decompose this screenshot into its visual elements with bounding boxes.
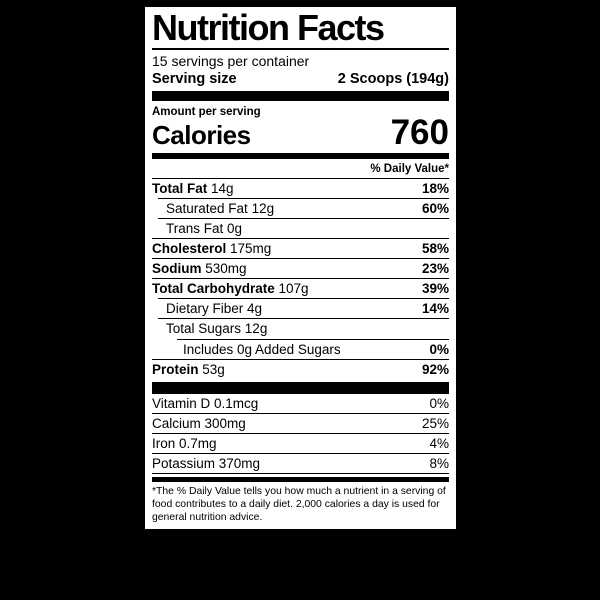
nutrient-amount: 0.1mcg [210,395,259,411]
nutrient-row: Total Carbohydrate 107g 39% [152,278,449,298]
daily-value-header: % Daily Value* [370,162,449,175]
nutrient-name: Total Carbohydrate [152,281,275,297]
nutrient-name: Protein [152,361,199,377]
daily-value-percent: 60% [421,200,449,216]
nutrient-amount: 370mg [215,456,261,472]
daily-value-percent: 0% [429,395,449,411]
nutrient-name-amount: Trans Fat 0g [158,221,242,236]
nutrient-row: Sodium 530mg 23% [152,258,449,278]
nutrient-name-amount: Vitamin D 0.1mcg [152,396,258,411]
nutrient-amount: 107g [274,281,309,297]
daily-value-percent: 58% [421,240,449,256]
nutrient-name: Calcium [152,415,201,431]
nutrient-name-amount: Sodium 530mg [152,261,247,276]
thick-separator-protein [152,381,449,393]
nutrient-row: Total Fat 14g 18% [152,177,449,198]
daily-value-percent: 8% [429,456,449,472]
vitamin-row: Calcium 300mg 25% [152,412,449,433]
nutrient-name-amount: Dietary Fiber 4g [158,301,262,316]
nutrient-name: Iron [152,435,176,451]
nutrient-name: Saturated Fat [166,200,248,216]
nutrient-name-amount: Total Sugars 12g [158,321,267,336]
nutrition-facts-label: Nutrition Facts 15 servings per containe… [143,5,458,532]
vitamin-row: Vitamin D 0.1mcg 0% [152,392,449,413]
nutrient-name-amount: Total Carbohydrate 107g [152,281,309,296]
daily-value-percent: 92% [421,361,449,377]
nutrient-name-amount: Total Fat 14g [152,181,234,196]
nutrient-row: Protein 53g 92% [152,358,449,379]
nutrient-amount: 14g [207,180,234,196]
vitamin-rows: Vitamin D 0.1mcg 0% Calcium 300mg 25% Iron 0… [152,392,449,475]
nutrient-name: Dietary Fiber [166,301,244,317]
nutrient-amount: 300mg [200,415,246,431]
nutrient-name: Includes 0g Added Sugars [183,341,341,357]
nutrient-row: Cholesterol 175mg 58% [152,237,449,258]
calories-label: Calories [152,119,251,150]
daily-value-percent: 18% [421,180,449,196]
vitamin-row: Iron 0.7mg 4% [152,432,449,453]
nutrient-name-amount: Includes 0g Added Sugars [177,342,341,357]
nutrient-amount: 12g [241,321,268,337]
nutrient-name: Total Fat [152,180,208,196]
daily-value-percent: 14% [421,301,449,317]
nutrient-row: Dietary Fiber 4g 14% [158,298,449,318]
nutrient-name: Vitamin D [152,395,211,411]
nutrient-row: Saturated Fat 12g 60% [158,197,449,218]
serving-size-label: Serving size [152,70,237,87]
nutrient-rows: Total Fat 14g 18% Saturated Fat 12g 60% Tran… [152,177,449,379]
nutrient-amount: 53g [198,361,225,377]
nutrient-row: Trans Fat 0g [158,217,449,238]
calories-value: 760 [390,112,449,152]
nutrient-name-amount: Potassium 370mg [152,456,260,471]
nutrient-name: Trans Fat [166,220,224,236]
calories-row: Calories 760 [152,112,449,152]
nutrient-name-amount: Iron 0.7mg [152,436,217,451]
thick-separator-top [152,90,449,101]
nutrient-name-amount: Cholesterol 175mg [152,241,271,256]
nutrient-amount: 0g [223,220,243,236]
label-title: Nutrition Facts [152,9,449,50]
nutrient-amount: 0.7mg [175,435,217,451]
nutrient-amount: 12g [247,200,275,216]
amount-per-serving-label: Amount per serving [152,105,261,118]
nutrient-amount: 4g [243,301,263,317]
daily-value-percent: 25% [421,415,449,431]
daily-value-percent: 4% [429,435,449,451]
nutrient-row: Includes 0g Added Sugars 0% [177,338,449,359]
nutrient-name-amount: Calcium 300mg [152,416,246,431]
nutrient-row: Total Sugars 12g [158,318,449,338]
servings-per-container: 15 servings per container [152,52,310,69]
nutrient-name-amount: Protein 53g [152,362,225,377]
daily-value-percent: 39% [421,281,449,297]
vitamin-row: Potassium 370mg 8% [152,453,449,473]
daily-value-percent: 0% [429,341,449,357]
nutrient-name-amount: Saturated Fat 12g [158,201,274,216]
nutrient-amount: 530mg [201,261,247,277]
nutrient-name: Total Sugars [166,321,242,337]
serving-size-value: 2 Scoops (194g) [337,70,449,87]
nutrient-name: Sodium [152,261,202,277]
daily-value-percent: 23% [421,261,449,277]
nutrient-name: Potassium [152,456,216,472]
medium-separator-footnote [152,477,449,483]
nutrient-name: Cholesterol [152,240,227,256]
daily-value-footnote: *The % Daily Value tells you how much a … [152,486,446,524]
medium-separator-calories [152,152,449,159]
nutrient-amount: 175mg [226,240,272,256]
serving-size-row: Serving size 2 Scoops (194g) [152,69,449,91]
